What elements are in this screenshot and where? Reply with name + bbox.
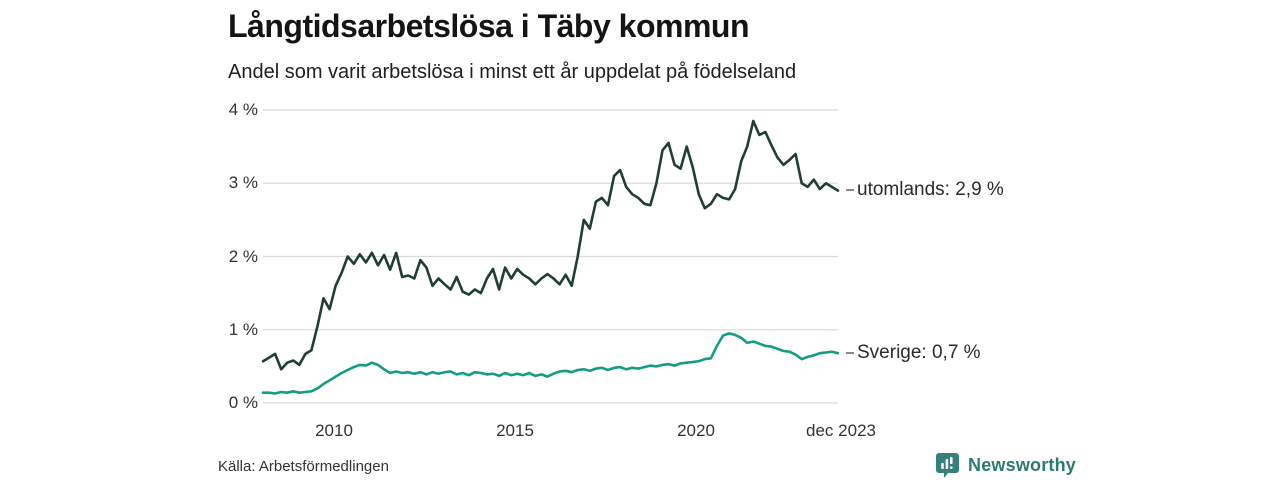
newsworthy-wordmark: Newsworthy — [968, 454, 1077, 475]
series-label-sverige: Sverige: 0,7 % — [846, 342, 981, 364]
x-tick-2010: 2010 — [315, 421, 353, 440]
page-subtitle: Andel som varit arbetslösa i minst ett å… — [228, 61, 797, 83]
newsworthy-logo-icon — [936, 452, 960, 478]
series-label-utomlands-text: utomlands: 2,9 % — [857, 179, 1004, 200]
page-title: Långtidsarbetslösa i Täby kommun — [228, 8, 750, 44]
y-tick-2: 2 % — [228, 246, 258, 266]
series-line-sverige[interactable] — [261, 332, 840, 395]
y-tick-4: 4 % — [228, 100, 258, 119]
y-tick-1: 1 % — [228, 320, 258, 339]
source-note: Källa: Arbetsförmedlingen — [218, 458, 389, 475]
series-label-sverige-text: Sverige: 0,7 % — [857, 342, 981, 363]
x-tick-2020: 2020 — [677, 421, 715, 440]
x-tick-2015: 2015 — [496, 421, 534, 440]
newsworthy-logo[interactable]: Newsworthy — [936, 452, 1076, 478]
series-label-utomlands: utomlands: 2,9 % — [846, 179, 1004, 201]
label-connector — [846, 189, 854, 191]
series-line-utomlands[interactable] — [261, 119, 840, 371]
label-connector — [846, 352, 854, 354]
y-tick-3: 3 % — [228, 173, 258, 192]
x-tick-dec2023: dec 2023 — [806, 421, 876, 440]
y-tick-0: 0 % — [228, 393, 258, 412]
gridlines — [263, 109, 838, 404]
